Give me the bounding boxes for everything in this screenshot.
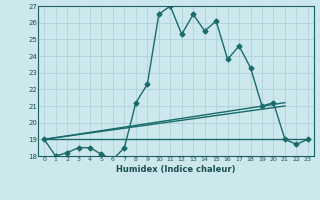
X-axis label: Humidex (Indice chaleur): Humidex (Indice chaleur): [116, 165, 236, 174]
